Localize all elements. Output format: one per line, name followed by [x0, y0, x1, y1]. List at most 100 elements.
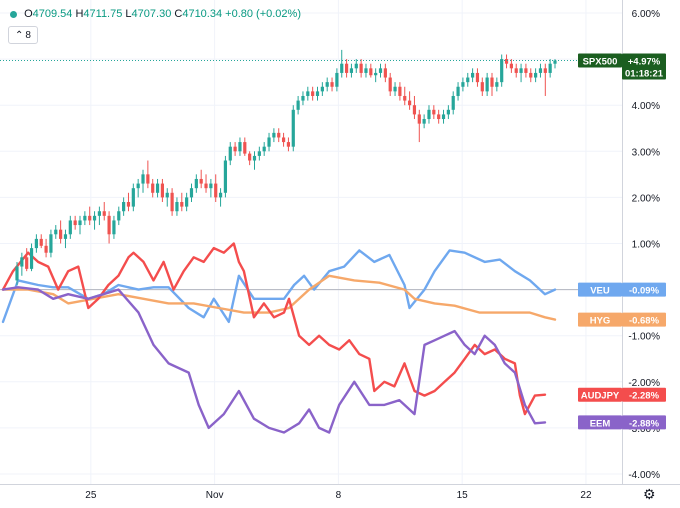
candle-body: [228, 146, 232, 161]
price-tag-value: -0.09%: [629, 286, 660, 297]
candle-body: [131, 188, 135, 207]
candle-body: [170, 192, 174, 212]
high-value: 4711.75: [83, 8, 123, 20]
price-tag-value: -2.28%: [629, 391, 660, 402]
x-tick-label: Nov: [206, 490, 224, 501]
price-tag-name-box: [578, 415, 622, 430]
candle-body: [218, 192, 223, 198]
candle-body: [374, 72, 378, 76]
y-tick-label: 1.00%: [632, 240, 660, 251]
candle-body: [524, 68, 528, 73]
candle-body: [204, 183, 208, 189]
y-tick-label: -2.00%: [628, 378, 660, 389]
candle-body: [238, 142, 242, 152]
candle-body: [311, 91, 315, 96]
candle-body: [39, 238, 43, 246]
candle-body: [388, 77, 392, 92]
candle-body: [441, 114, 446, 120]
price-tag-eem: EEM -2.88%: [578, 415, 666, 430]
candle-body: [73, 220, 77, 226]
candle-body: [49, 234, 53, 253]
indicators-toggle-button[interactable]: ⌃ 8: [8, 26, 38, 44]
candle-body: [378, 68, 383, 73]
candle-body: [155, 183, 160, 193]
price-tag-value: -2.88%: [629, 418, 660, 429]
close-value: 4710.34: [182, 8, 223, 20]
candle-body: [364, 68, 368, 73]
candle-body: [199, 178, 203, 184]
candle-body: [296, 100, 300, 110]
candle-body: [471, 72, 475, 78]
y-tick-label: 6.00%: [632, 9, 660, 20]
y-tick-label: -4.00%: [628, 470, 660, 481]
ohlc-legend: O4709.54 H4711.75 L4707.30 C4710.34 +0.8…: [10, 8, 301, 20]
indicator-count: 8: [25, 29, 31, 41]
candle-body: [451, 95, 455, 110]
candle-body: [369, 68, 373, 76]
candle-body: [340, 63, 344, 73]
candle-body: [209, 183, 213, 189]
candle-body: [29, 248, 34, 269]
candle-body: [320, 86, 324, 92]
high-label: H: [75, 8, 84, 20]
candle-body: [286, 142, 291, 147]
price-tag-veu: VEU -0.09%: [578, 282, 666, 297]
candle-body: [25, 257, 29, 269]
price-tag-name: AUDJPY: [581, 391, 620, 402]
price-tag-value: -0.68%: [629, 316, 660, 327]
candle-body: [262, 146, 266, 152]
candle-body: [344, 63, 349, 73]
candle-body: [504, 59, 509, 64]
candle-body: [315, 91, 320, 96]
candle-body: [122, 202, 126, 212]
candle-body: [330, 82, 334, 87]
candle-body: [456, 86, 460, 96]
price-tag-name-box: [578, 387, 622, 402]
price-tag-name: SPX500: [583, 56, 618, 67]
candle-body: [354, 63, 358, 69]
y-tick-label: -1.00%: [628, 332, 660, 343]
price-tag-value-box: [622, 282, 666, 297]
price-tag-countdown: 01:18:21: [625, 68, 664, 79]
candle-body: [136, 183, 140, 189]
candle-body: [141, 174, 145, 184]
low-value: 4707.30: [131, 8, 172, 20]
candle-body: [490, 77, 494, 87]
gridlines: [0, 0, 622, 484]
candle-body: [553, 60, 557, 64]
price-tag-value-box: [622, 53, 666, 80]
candle-body: [180, 202, 184, 207]
candle-body: [543, 68, 547, 73]
candle-body: [301, 95, 305, 101]
candle-body: [437, 114, 441, 120]
price-tag-name-box: [578, 53, 622, 68]
candle-body: [248, 153, 252, 161]
candle-body: [223, 160, 228, 193]
candle-body: [514, 68, 518, 73]
y-tick-label: -3.00%: [628, 424, 660, 435]
market-status-icon: [10, 10, 17, 18]
gear-icon[interactable]: ⚙: [643, 486, 656, 502]
candle-body: [509, 63, 513, 69]
price-tag-name-box: [578, 312, 622, 327]
candle-body: [412, 105, 417, 115]
price-tag-name: EEM: [590, 418, 611, 429]
candle-body: [83, 215, 87, 221]
candle-body: [277, 132, 281, 138]
candle-body: [88, 215, 92, 221]
candle-body: [34, 238, 38, 249]
candle-body: [461, 82, 465, 87]
candle-body: [325, 82, 329, 87]
price-tag-value-box: [622, 312, 666, 327]
candle-body: [78, 220, 82, 226]
y-tick-label: 3.00%: [632, 147, 660, 158]
open-label: O: [24, 8, 33, 20]
candle-body: [175, 202, 179, 212]
price-tag-name: HYG: [590, 316, 611, 327]
price-tag-hyg: HYG -0.68%: [578, 312, 666, 327]
candle-body: [151, 183, 155, 193]
candle-body: [534, 72, 538, 78]
candle-body: [20, 257, 24, 267]
